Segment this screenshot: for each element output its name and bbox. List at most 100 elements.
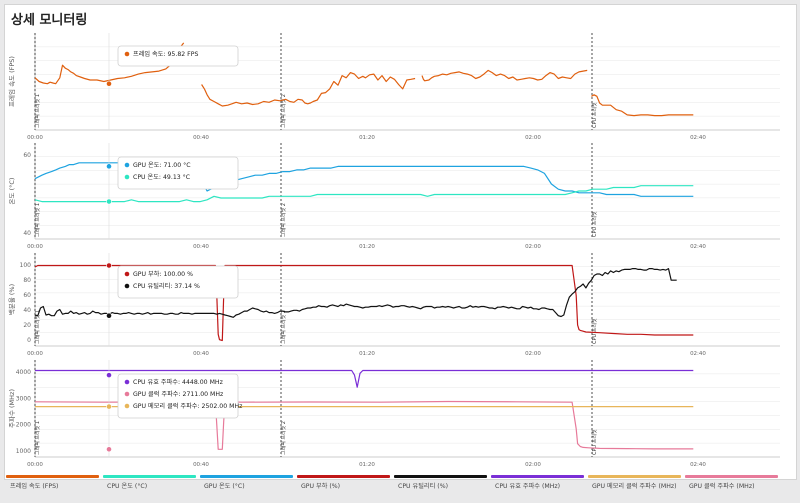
- tooltip-text: 프레임 속도: 95.82 FPS: [133, 50, 198, 58]
- legend-item[interactable]: GPU 클럭 주파수 (MHz): [685, 474, 782, 503]
- tooltip-dot: [124, 174, 130, 180]
- x-tick-label: 02:40: [690, 244, 706, 250]
- tooltip-dot: [124, 162, 130, 168]
- tooltip-text: GPU 클럭 주파수: 2711.00 MHz: [133, 390, 223, 398]
- legend-label: 프레임 속도 (FPS): [10, 483, 59, 490]
- legend-label: GPU 클럭 주파수 (MHz): [689, 483, 755, 490]
- legend-swatch: [297, 475, 390, 478]
- preset-marker-label: CPU 프리셋: [591, 102, 598, 128]
- series-line-fps: [34, 42, 185, 85]
- tooltip-dot: [124, 379, 130, 385]
- preset-marker-label: 그래픽 프리셋 1: [34, 310, 41, 344]
- legend-swatch: [6, 475, 99, 478]
- preset-marker-label: 그래픽 프리셋 2: [280, 421, 287, 455]
- legend-label: CPU 유틸리티 (%): [398, 483, 448, 490]
- x-tick-label: 00:00: [27, 135, 43, 141]
- x-tick-label: 00:40: [193, 462, 209, 468]
- legend-swatch: [685, 475, 778, 478]
- hover-dot: [106, 80, 112, 87]
- chart-panel-1: 프레임 속도 (FPS) 00:00 00:40 01:20 02:00 02:40 그래픽…: [7, 33, 780, 141]
- series-line-fps: [201, 71, 416, 107]
- x-tick-label: 02:40: [690, 351, 706, 357]
- tooltip-dot: [124, 271, 130, 277]
- y-tick-label: 20: [23, 322, 31, 329]
- series-line-gpu_usage: [34, 264, 694, 342]
- x-tick-label: 00:00: [27, 351, 43, 357]
- tooltip-dot: [124, 391, 130, 397]
- hover-dot: [106, 163, 112, 170]
- legend-item[interactable]: GPU 부하 (%): [297, 474, 394, 503]
- legend-swatch: [394, 475, 487, 478]
- y-tick-label: 80: [23, 277, 31, 284]
- x-tick-label: 02:00: [525, 244, 541, 250]
- legend-item[interactable]: CPU 유틸리티 (%): [394, 474, 491, 503]
- legend: 프레임 속도 (FPS) CPU 온도 (°C) GPU 온도 (°C) GPU 부하…: [6, 474, 796, 503]
- y-tick-label: 60: [23, 292, 31, 299]
- tooltip-text: CPU 유효 주파수: 4448.00 MHz: [133, 378, 223, 386]
- x-tick-label: 02:00: [525, 351, 541, 357]
- legend-item[interactable]: 프레임 속도 (FPS): [6, 474, 103, 503]
- y-tick-label: 40: [23, 230, 31, 237]
- legend-item[interactable]: CPU 온도 (°C): [103, 474, 200, 503]
- series-line-cpu_temp: [34, 185, 694, 203]
- y-tick-label: 100: [20, 262, 32, 269]
- y-tick-label: 4000: [16, 369, 31, 376]
- legend-label: CPU 유효 주파수 (MHz): [495, 483, 561, 490]
- x-tick-label: 01:20: [359, 462, 375, 468]
- x-tick-label: 00:00: [27, 462, 43, 468]
- x-tick-label: 00:40: [193, 244, 209, 250]
- legend-item[interactable]: GPU 온도 (°C): [200, 474, 297, 503]
- preset-marker-label: CPU 프리셋: [591, 318, 598, 344]
- x-tick-label: 00:40: [193, 351, 209, 357]
- y-tick-label: 1000: [16, 448, 31, 455]
- chart-panel-3: 백분율 (%) 100 80 60 40 20 0 00:00 00:40 01:20 02:00 0…: [7, 253, 780, 357]
- x-tick-label: 02:40: [690, 135, 706, 141]
- preset-marker-label: 그래픽 프리셋 2: [280, 203, 287, 237]
- preset-marker-label: CPU 프리셋: [591, 429, 598, 455]
- tooltip-text: GPU 온도: 71.00 °C: [133, 161, 191, 169]
- y-axis-label: 주파수 (MHz): [7, 389, 16, 428]
- series-line-cpu_usage: [34, 268, 677, 318]
- tooltip-text: GPU 메모리 클럭 주파수: 2502.00 MHz: [133, 402, 242, 410]
- charts-canvas[interactable]: 프레임 속도 (FPS) 00:00 00:40 01:20 02:00 02:40 그래픽…: [0, 0, 800, 474]
- legend-label: GPU 부하 (%): [301, 483, 341, 490]
- tooltip-dot: [124, 51, 130, 57]
- x-tick-label: 02:00: [525, 462, 541, 468]
- preset-marker-label: CPU 프리셋: [591, 211, 598, 237]
- x-tick-label: 00:00: [27, 244, 43, 250]
- series-line-cpu_clock: [35, 369, 694, 388]
- tooltip-dot: [124, 403, 130, 409]
- chart-panel-2: 온도 (°C) 60 40 00:00 00:40 01:20 02:00 02:40 그래픽 …: [8, 143, 780, 250]
- y-tick-label: 40: [23, 307, 31, 314]
- y-axis-label: 백분율 (%): [7, 284, 16, 315]
- y-tick-label: 3000: [16, 395, 31, 402]
- x-tick-label: 01:20: [359, 351, 375, 357]
- legend-label: CPU 온도 (°C): [107, 483, 148, 490]
- hover-dot: [106, 198, 112, 205]
- legend-swatch: [103, 475, 196, 478]
- x-tick-label: 02:00: [525, 135, 541, 141]
- hover-dot: [106, 446, 112, 453]
- x-tick-label: 02:40: [690, 462, 706, 468]
- preset-marker-label: 그래픽 프리셋 1: [34, 94, 41, 128]
- tooltip-box: [117, 265, 239, 299]
- y-axis-label: 온도 (°C): [8, 178, 16, 205]
- preset-marker-label: 그래픽 프리셋 1: [34, 203, 41, 237]
- x-tick-label: 00:40: [193, 135, 209, 141]
- legend-item[interactable]: CPU 유효 주파수 (MHz): [491, 474, 588, 503]
- x-tick-label: 01:20: [359, 244, 375, 250]
- hover-dot: [106, 262, 112, 269]
- y-axis-label: 프레임 속도 (FPS): [7, 56, 16, 107]
- hover-dot: [106, 372, 112, 379]
- legend-swatch: [200, 475, 293, 478]
- preset-marker-label: 그래픽 프리셋 2: [280, 94, 287, 128]
- page-title: 상세 모니터링: [11, 13, 88, 28]
- tooltip-dot: [124, 283, 130, 289]
- legend-item[interactable]: GPU 메모리 클럭 주파수 (MHz): [588, 474, 685, 503]
- y-tick-label: 60: [23, 152, 31, 159]
- y-tick-label: 0: [27, 337, 31, 344]
- chart-panel-4: 주파수 (MHz) 4000 3000 2000 1000 00:00 00:40 01:20…: [7, 360, 780, 468]
- legend-label: GPU 온도 (°C): [204, 483, 245, 490]
- tooltip-text: CPU 온도: 49.13 °C: [133, 173, 190, 181]
